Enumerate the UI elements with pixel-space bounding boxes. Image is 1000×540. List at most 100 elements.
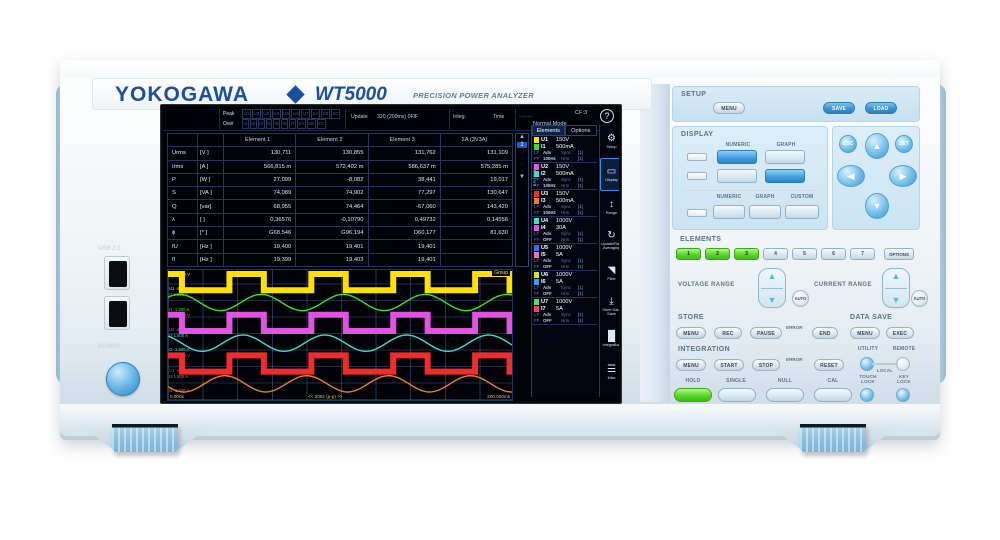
cal-button[interactable]	[814, 388, 852, 402]
table-row[interactable]: Irms [A ] 566,815 m 572,402 m 586,637 m 575,2…	[167, 159, 514, 174]
tab-options[interactable]: Options	[564, 125, 597, 136]
store-pause-button[interactable]: PAUSE	[750, 327, 782, 339]
element-voltage-row[interactable]: U3 150V	[532, 191, 597, 198]
rail-item-filter[interactable]: ◥ Filter	[600, 257, 619, 290]
rail-item-gear[interactable]: ⚙ Setup	[600, 125, 619, 158]
current-range-down-icon[interactable]: ▼	[891, 295, 901, 305]
tab-elements[interactable]: Elements	[532, 125, 565, 136]
table-row[interactable]: ϕ [° ] G68,546 G96,194 D60,177 81,630	[167, 226, 514, 241]
scroll-page-indicator[interactable]: 1	[517, 142, 527, 148]
data-save-menu-button[interactable]: MENU	[850, 327, 880, 339]
rail-item-range[interactable]: ↕ Range	[600, 191, 619, 224]
display-row2-indicator[interactable]	[687, 172, 707, 180]
element-group[interactable]: U2 150V I2 500mA LF Adv Sync [1] FF 100Hz Hrm [1]	[532, 163, 597, 190]
element-voltage-row[interactable]: U4 1000V	[532, 218, 597, 225]
display-custom-button[interactable]	[785, 205, 819, 219]
element-button-4[interactable]: 4	[763, 248, 788, 260]
element-current-row[interactable]: I7 5A	[532, 305, 597, 313]
save-button[interactable]: SAVE	[823, 102, 855, 114]
element-voltage-row[interactable]: U7 1000V	[532, 299, 597, 306]
element-group[interactable]: U5 1000V I5 5A LF Adv Sync [1] FF OFF Hrm [1]	[532, 244, 597, 271]
element-current-row[interactable]: I6 5A	[532, 278, 597, 286]
table-scroll-column[interactable]: ▲ 1 · · · · ▼	[515, 133, 529, 267]
store-rec-button[interactable]: REC	[714, 327, 742, 339]
voltage-range-rocker[interactable]: ▲ ▼	[758, 268, 786, 308]
usb-port-bottom[interactable]	[104, 296, 130, 330]
function-icon-rail[interactable]: ⚙Setup▭Display↕Range↻Update/Rate Averagi…	[599, 125, 619, 397]
lcd-screen[interactable]: Peak U1 U2 U3 U4 U5 U6 U7 ΣA ΣB ΣC Over I1 I2 I3 I4 I…	[163, 107, 619, 401]
measurement-table[interactable]: Element 1 Element 2 Element 3 ΣA (3V3A) …	[167, 132, 514, 267]
touch-lock-button[interactable]	[860, 388, 874, 402]
display-graph-button-1[interactable]	[765, 150, 805, 164]
scroll-down-icon[interactable]: ▼	[519, 174, 525, 180]
integration-menu-button[interactable]: MENU	[676, 359, 706, 371]
element-voltage-row[interactable]: U6 1000V	[532, 272, 597, 279]
elements-tabbar[interactable]: Elements Options	[532, 125, 597, 136]
element-group[interactable]: U4 1000V I4 30A LF Adv Sync [1] FF OFF Hrm [1]	[532, 217, 597, 244]
element-current-row[interactable]: I5 5A	[532, 251, 597, 259]
integration-reset-button[interactable]: RESET	[814, 359, 844, 371]
voltage-auto-button[interactable]: AUTO	[792, 290, 809, 307]
element-button-5[interactable]: 5	[792, 248, 817, 260]
null-button[interactable]	[766, 388, 804, 402]
store-end-button[interactable]: END	[812, 327, 838, 339]
table-row[interactable]: fI [Hz ] 19,399 19,403 19,401	[167, 252, 514, 267]
element-button-6[interactable]: 6	[821, 248, 846, 260]
display-graph-button-2[interactable]	[765, 169, 805, 183]
rail-item-save[interactable]: ⤓ Store Data Save	[600, 290, 619, 323]
rail-item-toolbox[interactable]: ☰ Misc	[600, 356, 619, 389]
element-voltage-row[interactable]: U1 150V	[532, 137, 597, 144]
single-button[interactable]	[718, 388, 756, 402]
load-button[interactable]: LOAD	[865, 102, 897, 114]
nav-up-button[interactable]: ▲	[865, 133, 889, 159]
usb-port-top[interactable]	[104, 256, 130, 290]
table-row[interactable]: P [W ] 27,099 -8,082 38,441 19,017	[167, 172, 514, 188]
esc-button[interactable]: ESC	[839, 135, 857, 153]
element-current-row[interactable]: I2 500mA	[532, 170, 597, 178]
element-group[interactable]: U6 1000V I6 5A LF Adv Sync [1] FF OFF Hrm [1]	[532, 271, 597, 298]
current-range-rocker[interactable]: ▲ ▼	[882, 268, 910, 308]
elements-panel[interactable]: ΣA (3V3A) Elements Options U1 150V I1 500mA…	[531, 125, 597, 397]
power-button[interactable]	[106, 362, 140, 396]
element-voltage-row[interactable]: U2 150V	[532, 164, 597, 171]
table-row[interactable]: Urms [V ] 130,711 130,855 131,762 131,109	[167, 146, 514, 161]
element-button-3[interactable]: 3	[734, 248, 759, 260]
display-row1-indicator[interactable]	[687, 153, 707, 161]
rail-item-display[interactable]: ▭ Display	[600, 158, 619, 191]
hold-button[interactable]	[674, 388, 712, 402]
display-numeric-button-2[interactable]	[717, 169, 757, 183]
voltage-range-up-icon[interactable]: ▲	[767, 271, 777, 281]
waveform-area[interactable]: U1 450.0 V U1 -450.0 V I1 1.500 A I1 -1.500…	[167, 269, 513, 401]
element-voltage-row[interactable]: U5 1000V	[532, 245, 597, 252]
element-button-1[interactable]: 1	[676, 248, 701, 260]
element-button-2[interactable]: 2	[705, 248, 730, 260]
table-row[interactable]: Q [var] 68,955 74,464 -67,060 143,420	[167, 199, 514, 214]
setup-menu-button[interactable]: MENU	[713, 102, 745, 114]
nav-left-button[interactable]: ◀	[837, 165, 865, 187]
rail-item-refresh[interactable]: ↻Update/Rate Averaging	[600, 224, 619, 257]
element-button-7[interactable]: 7	[850, 248, 875, 260]
voltage-range-down-icon[interactable]: ▼	[767, 295, 777, 305]
key-lock-button[interactable]	[896, 388, 910, 402]
display-graph-button-3[interactable]	[749, 205, 781, 219]
set-button[interactable]: SET	[895, 135, 913, 153]
table-row[interactable]: λ[ ] 0,36576 -0,10790 0,49732 0,14556	[167, 212, 514, 228]
nav-down-button[interactable]: ▼	[865, 193, 889, 219]
element-group[interactable]: U3 150V I3 500mA LF Adv Sync [1] FF 100Hz Hrm [1]	[532, 190, 597, 217]
current-range-up-icon[interactable]: ▲	[891, 271, 901, 281]
display-numeric-button-1[interactable]	[717, 150, 757, 164]
current-auto-button[interactable]: AUTO	[911, 290, 928, 307]
element-group[interactable]: U7 1000V I7 5A LF Adv Sync [1] FF OFF Hrm [1]	[532, 298, 597, 325]
element-current-row[interactable]: I3 500mA	[532, 197, 597, 205]
help-icon[interactable]: ?	[600, 109, 614, 123]
scroll-up-icon[interactable]: ▲	[519, 134, 525, 140]
table-row[interactable]: S [VA ] 74,089 74,902 77,297 130,647	[167, 186, 514, 201]
element-current-row[interactable]: I4 30A	[532, 224, 597, 232]
nav-right-button[interactable]: ▶	[889, 165, 917, 187]
data-save-exec-button[interactable]: EXEC	[886, 327, 914, 339]
element-current-row[interactable]: I1 500mA	[532, 143, 597, 151]
display-numeric-button-3[interactable]	[713, 205, 745, 219]
element-group[interactable]: U1 150V I1 500mA LF Adv Sync [1] FF 100Hz Hrm [1]	[532, 136, 597, 163]
integration-stop-button[interactable]: STOP	[752, 359, 780, 371]
store-menu-button[interactable]: MENU	[676, 327, 706, 339]
